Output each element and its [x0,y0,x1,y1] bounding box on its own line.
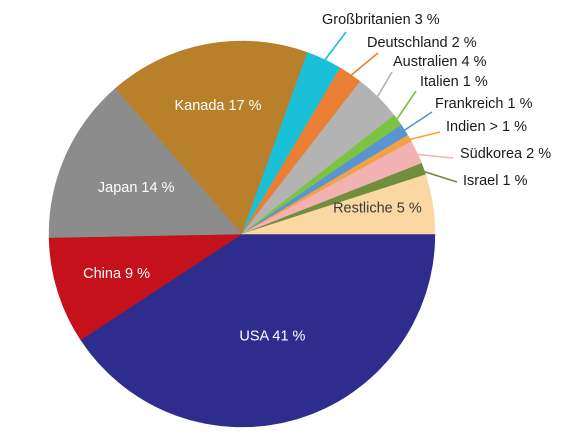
slice-label: USA 41 % [239,329,305,345]
leader-line [419,169,458,183]
leader-line [393,90,417,123]
slice-label: Israel 1 % [463,173,528,189]
leader-lines [321,31,458,183]
slice-label: Südkorea 2 % [460,146,551,162]
slice-label: Australien 4 % [393,54,487,70]
leader-line [406,131,441,142]
leader-line [400,111,433,133]
slice-label: Deutschland 2 % [367,35,477,51]
slice-label: Kanada 17 % [174,98,261,114]
slice-label: China 9 % [83,266,150,282]
pie-slice [115,40,308,235]
slice-label: Frankreich 1 % [435,96,533,112]
pie-slices [48,40,436,428]
slice-label: Indien > 1 % [446,119,527,135]
pie-slice [48,87,243,238]
leader-line [413,153,454,159]
leader-line [321,31,347,64]
slice-label: Italien 1 % [420,74,488,90]
slice-labels: USA 41 % China 9 % Japan 14 % Kanada 17 % Gr… [83,12,551,345]
pie-slice [241,174,436,235]
leader-line [347,52,379,79]
leader-line [374,71,393,101]
slice-label: Restliche 5 % [333,201,422,217]
pie-slice [48,233,243,341]
slice-label: Japan 14 % [98,180,175,196]
pie-slice [80,233,436,428]
slice-label: Großbritanien 3 % [322,12,440,28]
